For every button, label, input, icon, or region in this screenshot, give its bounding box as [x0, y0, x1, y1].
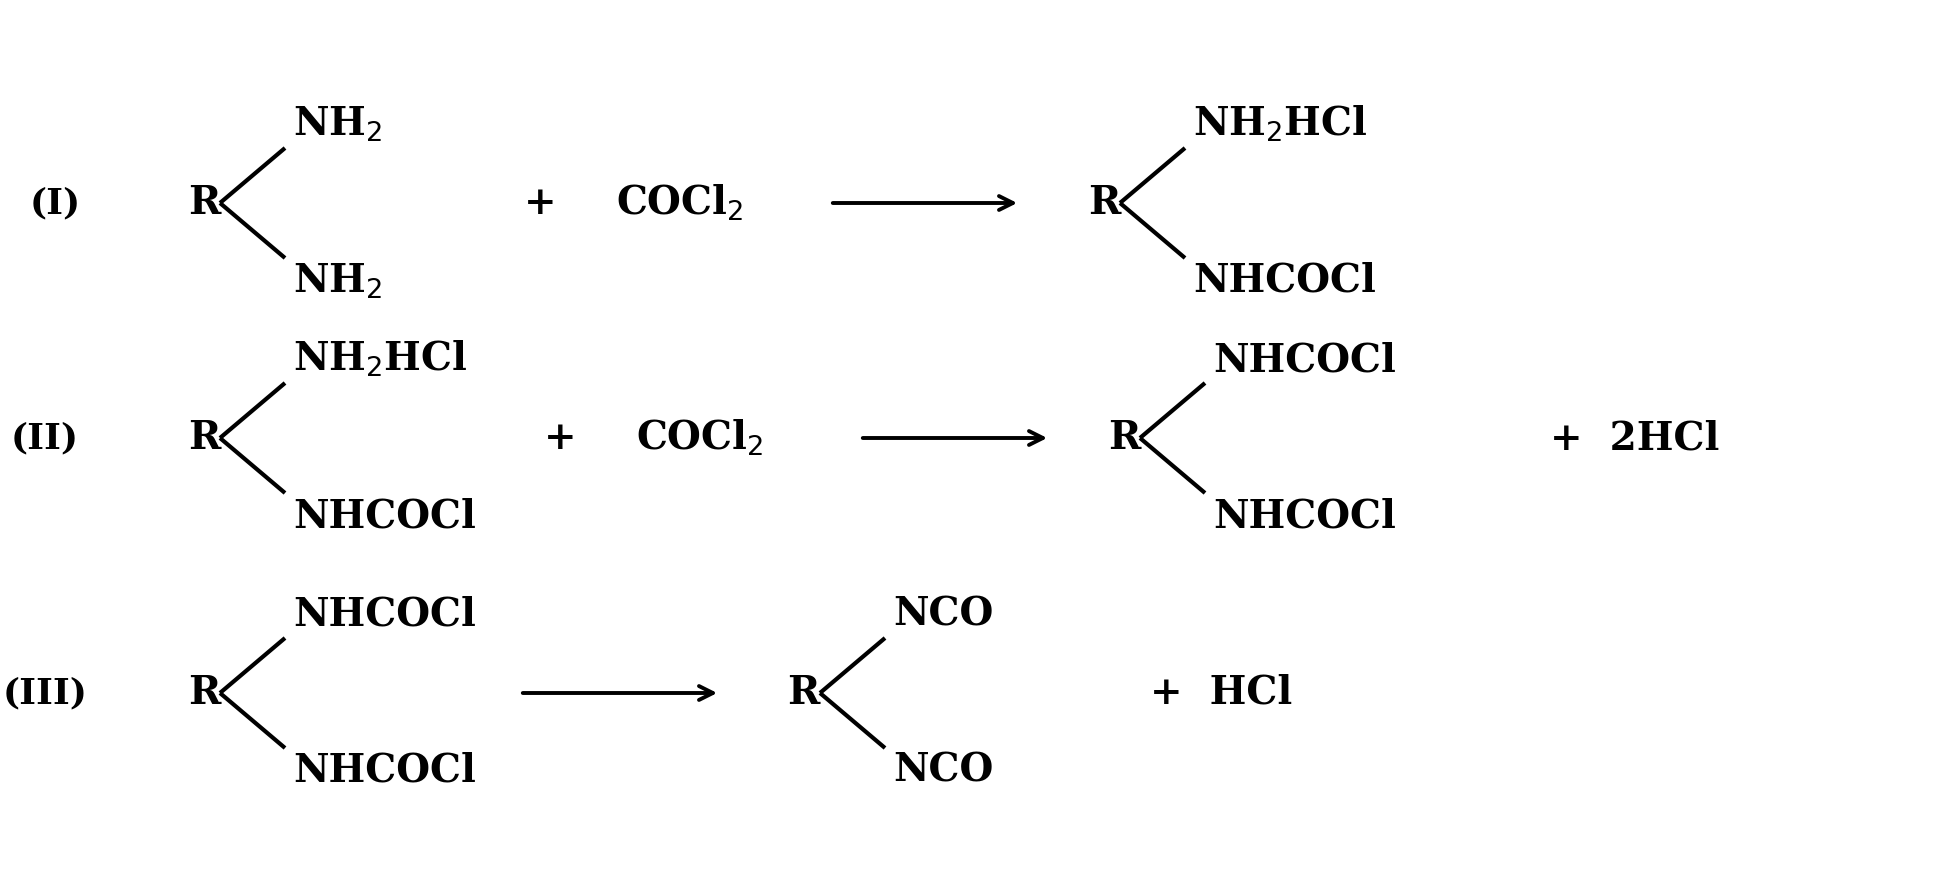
Text: +: + — [523, 184, 557, 222]
Text: +  2HCl: + 2HCl — [1550, 419, 1719, 457]
Text: NH$_2$: NH$_2$ — [292, 105, 382, 144]
Text: NHCOCl: NHCOCl — [292, 752, 476, 790]
Text: NHCOCl: NHCOCl — [1213, 341, 1396, 379]
Text: R: R — [788, 674, 819, 712]
Text: (III): (III) — [2, 676, 88, 710]
Text: R: R — [188, 419, 220, 457]
Text: NH$_2$HCl: NH$_2$HCl — [1194, 104, 1368, 144]
Text: +: + — [543, 419, 576, 457]
Text: NCO: NCO — [894, 752, 994, 790]
Text: R: R — [1088, 184, 1119, 222]
Text: (I): (I) — [29, 186, 80, 220]
Text: NH$_2$: NH$_2$ — [292, 262, 382, 301]
Text: (II): (II) — [12, 421, 78, 455]
Text: NHCOCl: NHCOCl — [292, 497, 476, 535]
Text: R: R — [188, 674, 220, 712]
Text: R: R — [1107, 419, 1141, 457]
Text: NCO: NCO — [894, 596, 994, 634]
Text: NH$_2$HCl: NH$_2$HCl — [292, 339, 468, 379]
Text: COCl$_2$: COCl$_2$ — [637, 418, 764, 458]
Text: NHCOCl: NHCOCl — [1213, 497, 1396, 535]
Text: NHCOCl: NHCOCl — [292, 596, 476, 634]
Text: +  HCl: + HCl — [1151, 674, 1292, 712]
Text: R: R — [188, 184, 220, 222]
Text: NHCOCl: NHCOCl — [1194, 262, 1376, 300]
Text: COCl$_2$: COCl$_2$ — [615, 182, 743, 223]
